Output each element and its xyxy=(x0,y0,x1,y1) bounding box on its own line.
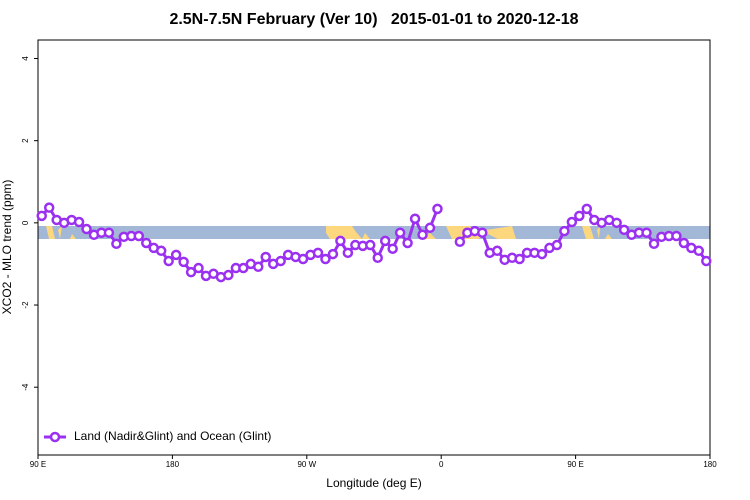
data-point xyxy=(491,245,503,257)
data-point xyxy=(297,253,309,265)
data-point xyxy=(648,238,660,250)
data-point xyxy=(641,227,652,238)
data-point xyxy=(36,210,47,222)
data-point xyxy=(342,247,354,259)
data-point xyxy=(693,245,705,257)
data-point xyxy=(574,210,585,222)
x-tick-label: 90 E xyxy=(30,460,46,469)
data-point xyxy=(185,266,197,278)
data-point xyxy=(618,224,630,236)
data-point xyxy=(81,223,92,235)
data-point xyxy=(327,248,339,260)
x-axis-label: Longitude (deg E) xyxy=(326,476,421,490)
data-point xyxy=(372,252,383,264)
y-tick-label: 2 xyxy=(21,138,30,143)
y-tick-label: -2 xyxy=(21,301,30,309)
data-point xyxy=(365,239,376,251)
data-point xyxy=(671,230,682,242)
data-point xyxy=(155,245,167,257)
data-point xyxy=(551,239,563,251)
y-tick-label: 4 xyxy=(21,56,30,61)
land-patch xyxy=(326,226,370,239)
data-point xyxy=(238,262,249,274)
data-point xyxy=(320,253,331,265)
data-point xyxy=(387,243,398,254)
data-point xyxy=(133,230,145,242)
data-point xyxy=(260,251,271,263)
y-axis-label: XCO2 - MLO trend (ppm) xyxy=(0,180,14,315)
data-point xyxy=(111,238,122,250)
x-tick-label: 90 W xyxy=(297,460,316,469)
data-point xyxy=(253,261,264,273)
data-point xyxy=(103,227,115,238)
data-point xyxy=(178,256,189,268)
data-point xyxy=(409,213,421,224)
data-point xyxy=(379,235,391,247)
data-point xyxy=(193,262,204,274)
data-point xyxy=(335,235,346,247)
data-point xyxy=(43,202,55,213)
data-point xyxy=(559,225,570,237)
plot-frame xyxy=(37,39,711,456)
data-point xyxy=(454,236,466,247)
data-point xyxy=(170,249,182,261)
data-point xyxy=(141,237,152,249)
x-tick-label: 180 xyxy=(166,460,180,469)
data-point xyxy=(312,247,324,259)
legend-label: Land (Nadir&Glint) and Ocean (Glint) xyxy=(74,429,271,443)
data-point xyxy=(417,229,428,241)
data-point xyxy=(514,253,525,265)
y-tick-label: 0 xyxy=(21,220,30,225)
data-point xyxy=(394,227,406,238)
data-point xyxy=(424,222,436,234)
x-tick-label: 180 xyxy=(703,460,717,469)
data-point xyxy=(477,227,488,238)
map-strip xyxy=(38,226,710,239)
data-point xyxy=(163,255,174,267)
data-point xyxy=(611,217,622,229)
land-patch xyxy=(582,226,612,239)
data-point xyxy=(402,237,413,249)
data-point xyxy=(701,255,712,267)
data-point xyxy=(223,269,234,281)
x-tick-label: 0 xyxy=(439,460,444,469)
chart-title: 2.5N-7.5N February (Ver 10) 2015-01-01 t… xyxy=(169,11,578,28)
land-patch xyxy=(46,226,76,239)
y-tick-label: -4 xyxy=(21,383,30,391)
data-point xyxy=(432,203,443,215)
data-point xyxy=(275,255,286,267)
data-point xyxy=(536,248,548,260)
ocean-strip xyxy=(38,226,710,239)
data-point xyxy=(73,216,85,228)
legend-marker xyxy=(49,431,61,443)
data-point xyxy=(678,237,690,249)
data-point xyxy=(581,203,593,215)
data-point xyxy=(566,216,578,228)
x-tick-label: 90 E xyxy=(567,460,583,469)
